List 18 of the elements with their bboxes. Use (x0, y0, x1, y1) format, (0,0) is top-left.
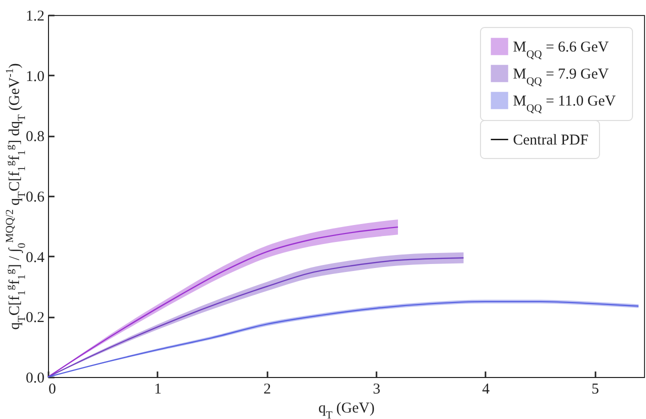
y-tick-label: 0.4 (26, 250, 45, 266)
x-tick-label: 2 (263, 382, 271, 398)
x-tick-label: 4 (482, 382, 490, 398)
x-axis-title: q$_{T}$ (GeV) (318, 400, 375, 419)
y-tick-label: 0.0 (26, 370, 44, 386)
y-tick-label: 0.6 (26, 190, 45, 206)
legend-label: M$_{QQ}$ = 6.6 GeV (513, 40, 609, 60)
x-tick-label: 3 (372, 382, 380, 398)
y-tick-label: 1.2 (26, 8, 44, 24)
annotation: Central PDF (513, 132, 588, 148)
legend-label: M$_{QQ}$ = 7.9 GeV (513, 66, 609, 88)
y-tick-label: 1.0 (26, 68, 44, 85)
x-tick-label: 0 (48, 382, 56, 398)
y-tick-label: 0.8 (26, 129, 44, 146)
y-tick-label: 0.2 (26, 310, 44, 326)
x-tick-label: 5 (592, 382, 600, 398)
x-tick-label: 1 (154, 382, 162, 398)
legend-label: M$_{QQ}$ = 11.0 GeV (513, 94, 616, 114)
